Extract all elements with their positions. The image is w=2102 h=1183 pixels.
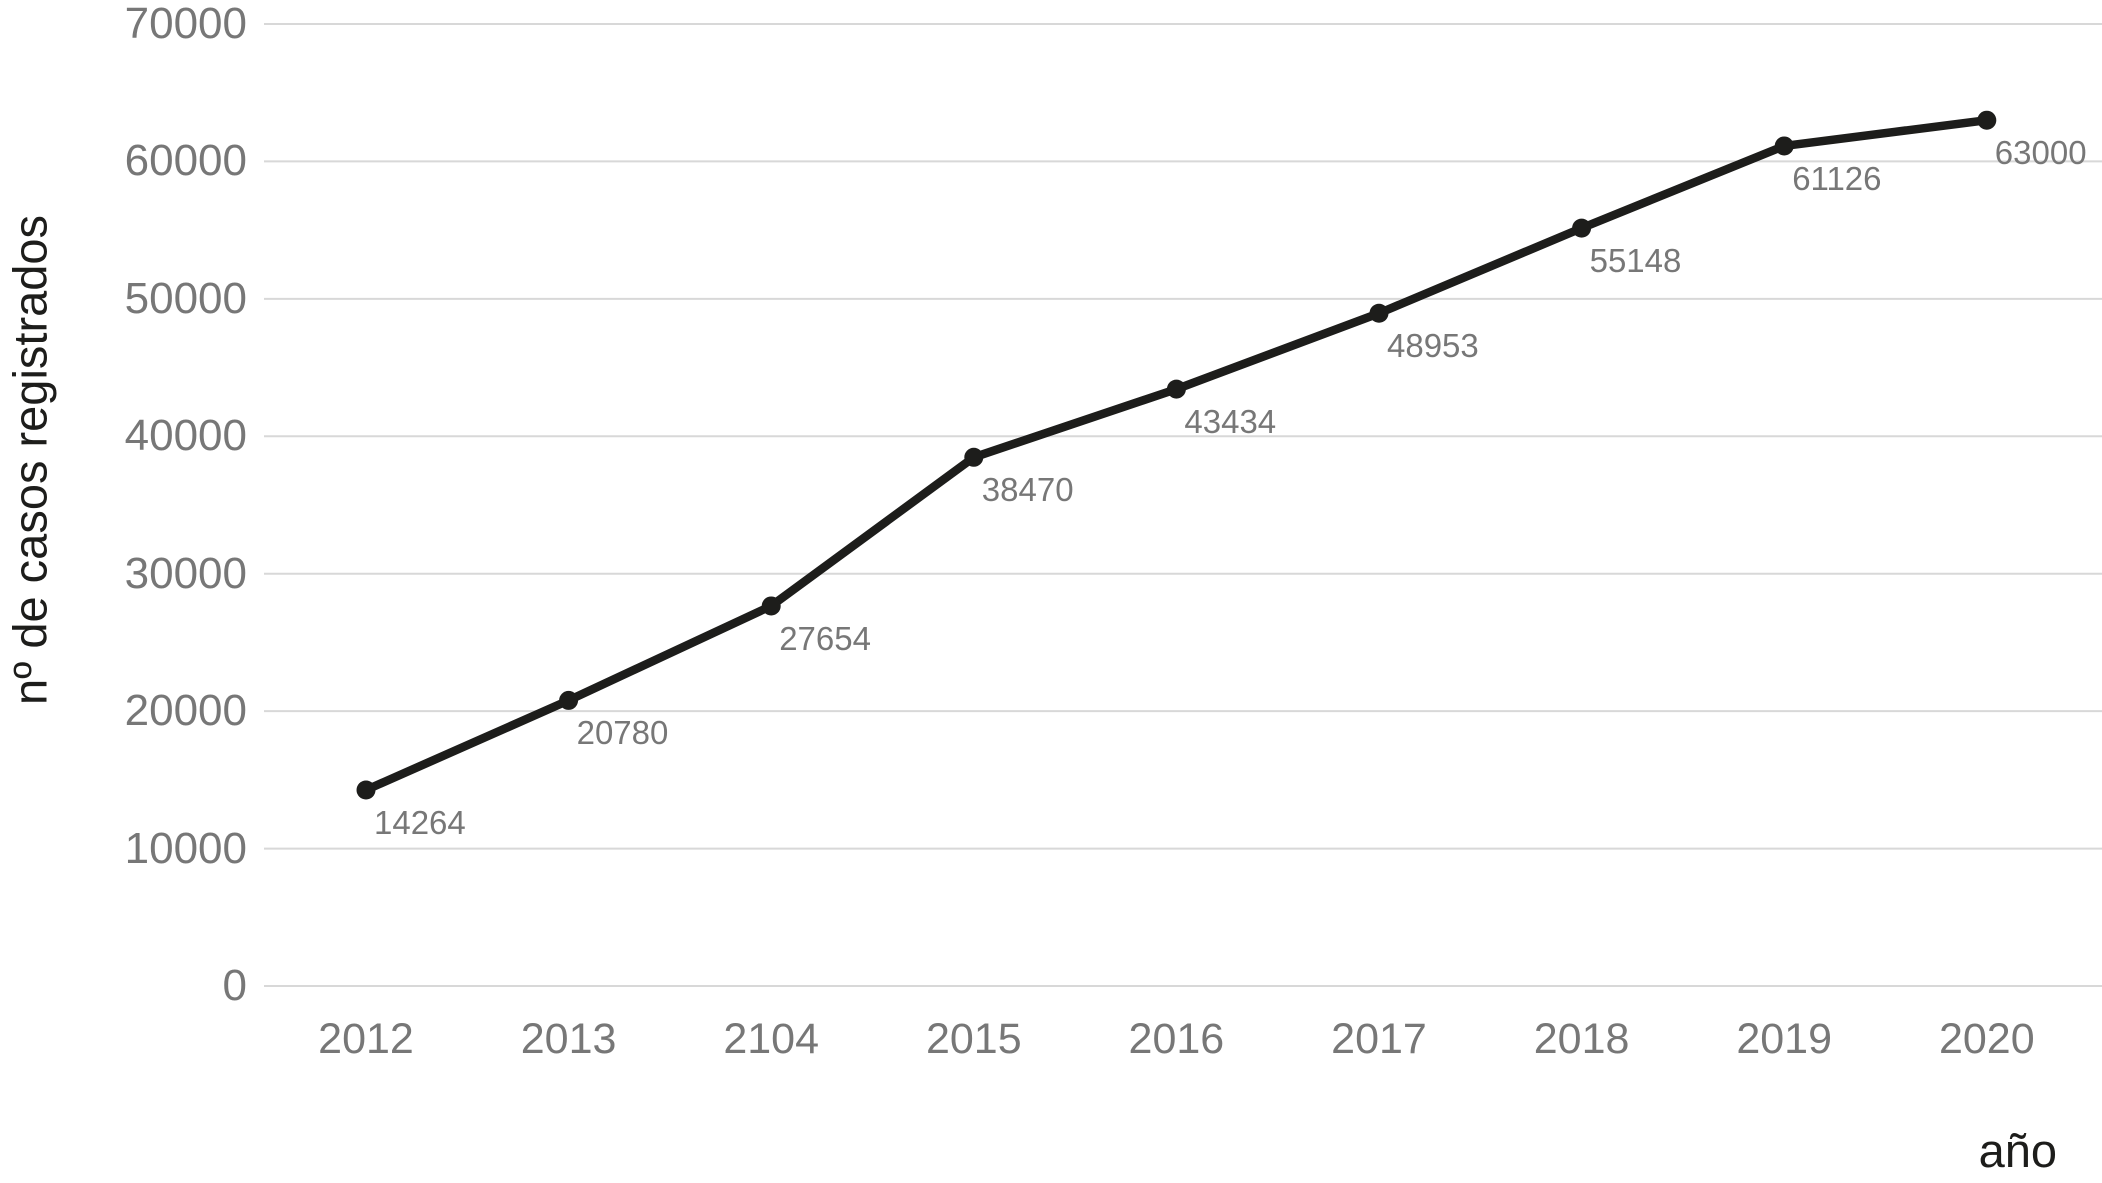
y-tick-label: 40000: [124, 411, 247, 461]
x-tick-label: 2020: [1938, 1015, 2035, 1063]
data-point: [1774, 136, 1794, 156]
x-tick-label: 2016: [1128, 1015, 1225, 1063]
y-tick-label: 70000: [124, 0, 247, 48]
x-tick-label: 2017: [1331, 1015, 1427, 1063]
data-point: [964, 447, 984, 467]
data-point: [1977, 110, 1997, 130]
data-point: [559, 690, 579, 710]
data-point-label: 61126: [1792, 159, 1882, 197]
x-tick-label: 2104: [723, 1015, 820, 1063]
data-point-label: 43434: [1184, 403, 1277, 441]
y-tick-label: 10000: [124, 823, 247, 873]
series-line: [361, 115, 1992, 795]
x-tick-label: 2018: [1533, 1015, 1630, 1063]
data-point-label: 14264: [374, 803, 466, 841]
x-tick-label: 2013: [520, 1015, 617, 1063]
x-tick-label: 2012: [318, 1015, 414, 1063]
data-point-label: 27654: [779, 619, 871, 657]
x-tick-label: 2015: [925, 1015, 1022, 1063]
data-point: [1572, 218, 1592, 238]
y-tick-label: 30000: [124, 548, 247, 598]
y-tick-label: 0: [222, 961, 247, 1010]
data-point: [1369, 303, 1389, 323]
y-tick-label: 50000: [124, 273, 247, 323]
y-tick-label: 20000: [124, 686, 247, 736]
data-point-label: 63000: [1994, 134, 2087, 172]
data-point-label: 38470: [981, 471, 1074, 509]
data-point-label: 48953: [1387, 327, 1479, 365]
data-point-label: 20780: [576, 714, 669, 752]
y-tick-label: 60000: [124, 136, 247, 186]
data-point: [1166, 379, 1186, 399]
data-point: [356, 780, 376, 800]
y-axis-title: nº de casos registrados: [3, 214, 57, 706]
x-tick-label: 2019: [1736, 1015, 1833, 1063]
data-point: [761, 596, 781, 616]
data-point-label: 55148: [1589, 242, 1682, 280]
x-axis-title: año: [1978, 1124, 2057, 1177]
